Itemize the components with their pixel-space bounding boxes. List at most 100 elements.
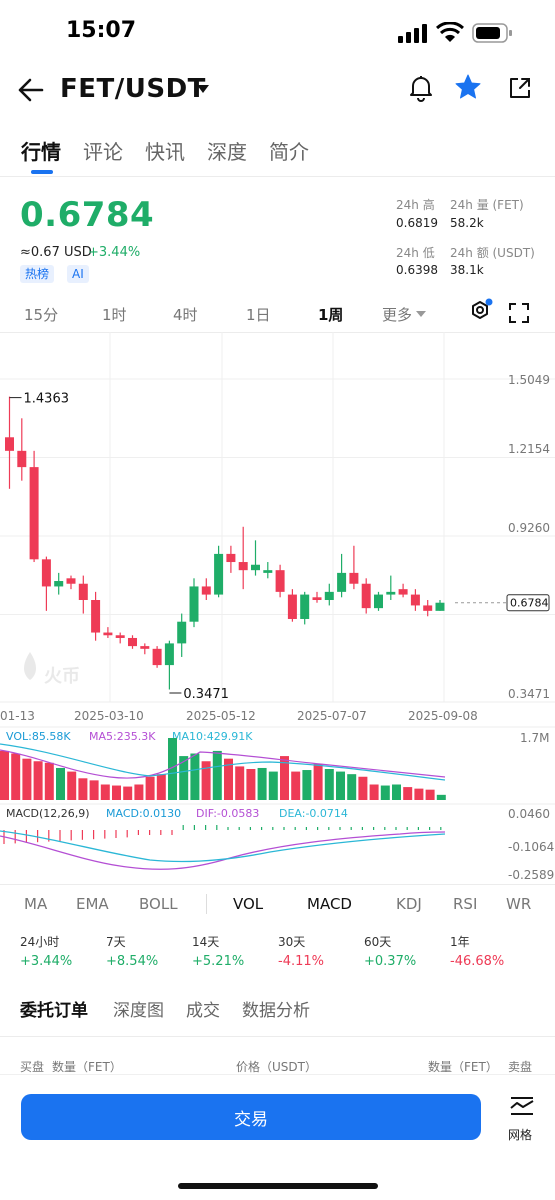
candle-body xyxy=(337,572,347,592)
candle-body xyxy=(5,437,14,451)
tab-data-analysis[interactable]: 数据分析 xyxy=(242,1001,310,1021)
volume-bar xyxy=(369,784,379,800)
tab-depth-chart[interactable]: 深度图 xyxy=(113,1001,164,1021)
wifi-icon xyxy=(436,22,464,42)
volume-bar xyxy=(291,771,301,800)
candle-body xyxy=(324,591,334,601)
macd-y-tick: 0.0460 xyxy=(508,807,550,821)
candle-body xyxy=(287,594,297,619)
change-percent: +3.44% xyxy=(88,245,141,260)
candle-body xyxy=(251,564,260,571)
indicator-kdj[interactable]: KDJ xyxy=(396,895,422,913)
x-tick-label: 2025-07-07 xyxy=(297,709,367,723)
x-tick-label: 2025-03-10 xyxy=(74,709,144,723)
price-axis: 1.5049 1.2154 0.9260 0.3471 xyxy=(508,373,550,701)
indicator-macd[interactable]: MACD xyxy=(307,895,352,913)
bell-icon[interactable] xyxy=(408,74,434,102)
candle-body xyxy=(374,594,383,609)
indicator-boll[interactable]: BOLL xyxy=(139,895,178,913)
candle-body xyxy=(17,450,27,468)
tab-comments[interactable]: 评论 xyxy=(83,140,123,164)
candlestick-chart[interactable]: 1.5049 1.2154 0.9260 0.3471 0.6784 1.436… xyxy=(0,332,555,884)
perf-value: -4.11% xyxy=(278,954,324,969)
more-caret-icon[interactable] xyxy=(416,311,426,317)
favorite-star-icon[interactable] xyxy=(455,74,481,100)
dea-value-label: DEA:-0.0714 xyxy=(279,807,348,820)
perf-value: -46.68% xyxy=(450,954,505,969)
share-icon[interactable] xyxy=(508,76,532,100)
tab-news[interactable]: 快讯 xyxy=(145,140,185,164)
volume-bar xyxy=(56,767,65,800)
perf-label: 1年 xyxy=(450,935,470,949)
indicator-wr[interactable]: WR xyxy=(506,895,532,913)
indicator-vol[interactable]: VOL xyxy=(233,895,264,913)
volume-bar xyxy=(89,780,99,800)
battery-icon xyxy=(472,23,512,43)
volume-bar xyxy=(11,753,21,800)
usd-approx: ≈0.67 USD xyxy=(20,245,92,260)
volume-bar xyxy=(33,761,43,800)
interval-15m[interactable]: 15分 xyxy=(24,306,59,324)
last-price: 0.6784 xyxy=(20,195,155,235)
max-price-label: 1.4363 xyxy=(24,392,70,407)
indicator-rsi[interactable]: RSI xyxy=(453,895,478,913)
fullscreen-icon[interactable] xyxy=(508,302,530,324)
trade-button[interactable]: 交易 xyxy=(21,1094,481,1140)
candle-body xyxy=(29,467,39,560)
ai-tag[interactable]: AI xyxy=(67,265,89,283)
candle-body xyxy=(435,602,445,611)
macd-panel: MACD(12,26,9) MACD:0.0130 DIF:-0.0583 DE… xyxy=(0,807,554,882)
candle-body xyxy=(410,594,420,606)
candle-body xyxy=(164,643,174,666)
candle-body xyxy=(386,591,396,595)
interval-1h[interactable]: 1时 xyxy=(102,306,127,324)
indicator-settings-icon[interactable] xyxy=(468,298,494,324)
tab-order-book[interactable]: 委托订单 xyxy=(20,1001,88,1021)
time-axis: 01-13 2025-03-10 2025-05-12 2025-07-07 2… xyxy=(0,701,555,728)
caret-down-icon[interactable] xyxy=(196,84,210,94)
candle-body xyxy=(41,559,51,587)
candle-body xyxy=(300,594,310,619)
y-tick-label: 1.5049 xyxy=(508,373,550,387)
macd-y-tick: -0.2589 xyxy=(508,868,554,882)
interval-1w[interactable]: 1周 xyxy=(318,306,344,324)
volume-bar xyxy=(358,776,368,800)
y-tick-label: 0.9260 xyxy=(508,521,550,535)
tab-market[interactable]: 行情 xyxy=(21,140,61,164)
volume-bar xyxy=(380,785,390,800)
candles xyxy=(5,396,445,690)
pair-title[interactable]: FET/USDT xyxy=(60,74,206,104)
volume-bar xyxy=(313,763,323,800)
price-header: 价格（USDT） xyxy=(236,1060,317,1074)
indicator-ema[interactable]: EMA xyxy=(76,895,109,913)
volume-bar xyxy=(78,778,88,800)
status-time: 15:07 xyxy=(66,18,137,43)
grid-trading-label[interactable]: 网格 xyxy=(508,1128,533,1142)
interval-more[interactable]: 更多 xyxy=(382,306,413,324)
perf-label: 7天 xyxy=(106,935,126,949)
volume-bar xyxy=(235,766,245,800)
candle-body xyxy=(115,635,125,638)
volume-bar xyxy=(179,756,189,800)
hot-list-tag[interactable]: 热榜 xyxy=(20,265,55,283)
tab-depth[interactable]: 深度 xyxy=(207,140,247,164)
candle-body xyxy=(177,621,187,644)
tab-trades[interactable]: 成交 xyxy=(186,1001,220,1021)
volume-bar xyxy=(190,753,200,800)
bid-header: 买盘 xyxy=(20,1060,45,1074)
volume-bar xyxy=(302,770,312,800)
interval-4h[interactable]: 4时 xyxy=(173,306,198,324)
candle-body xyxy=(140,646,150,649)
x-tick-label: 2025-05-12 xyxy=(186,709,256,723)
back-arrow-icon[interactable] xyxy=(18,78,44,102)
volume-bar xyxy=(336,771,345,800)
candle-body xyxy=(349,572,359,584)
indicator-ma[interactable]: MA xyxy=(24,895,48,913)
x-tick-label: 2025-09-08 xyxy=(408,709,478,723)
interval-1d[interactable]: 1日 xyxy=(246,306,271,324)
volume-bar xyxy=(156,774,166,800)
candle-body xyxy=(263,570,273,573)
grid-trading-icon[interactable] xyxy=(509,1094,535,1118)
macd-value-label: MACD:0.0130 xyxy=(106,807,181,820)
tab-intro[interactable]: 简介 xyxy=(269,140,309,164)
